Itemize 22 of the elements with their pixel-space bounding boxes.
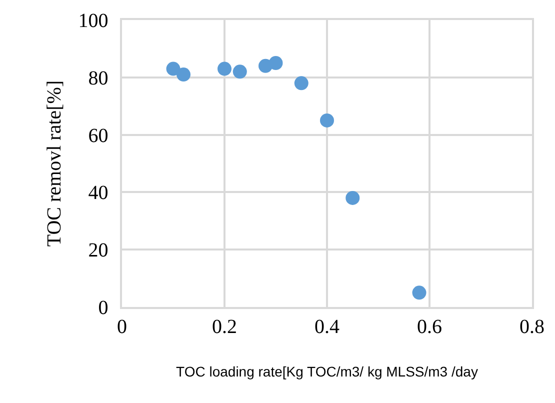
y-tick-label: 80 xyxy=(88,67,108,90)
point xyxy=(232,64,247,79)
point xyxy=(346,190,360,205)
point xyxy=(320,113,334,128)
y-tick-label: 20 xyxy=(88,240,108,262)
x-axis-title: TOC loading rate[Kg TOC/m3/ kg MLSS/m3 /day xyxy=(176,364,478,380)
point xyxy=(176,68,190,82)
x-tick-label: 0.2 xyxy=(212,316,237,338)
y-axis-title: TOC removl rate[%] xyxy=(43,80,66,247)
y-tick-label: 40 xyxy=(88,182,108,204)
point xyxy=(294,76,308,90)
point xyxy=(218,62,232,76)
point xyxy=(166,62,180,76)
point xyxy=(268,56,283,70)
y-tick-label: 0 xyxy=(98,297,108,319)
x-tick-label: 0.6 xyxy=(417,316,442,338)
y-tick-label: 60 xyxy=(88,124,108,147)
point xyxy=(412,286,426,300)
y-tick-label: 100 xyxy=(78,10,108,32)
x-tick-label: 0.8 xyxy=(520,316,544,338)
x-tick-label: 0 xyxy=(117,316,127,338)
x-tick-label: 0.4 xyxy=(314,316,340,338)
